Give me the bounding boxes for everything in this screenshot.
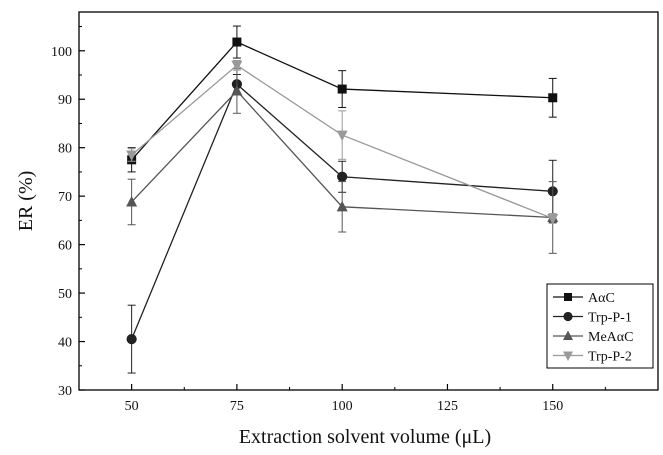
y-tick-label: 60 [58, 239, 72, 254]
y-axis: 30 40 50 60 70 80 90 100 [51, 26, 85, 399]
series-group [126, 68, 559, 254]
x-axis-title: Extraction solvent volume (μL) [239, 426, 491, 448]
data-point [232, 37, 242, 47]
data-point [126, 195, 138, 207]
data-point [547, 213, 559, 225]
series-line [131, 64, 553, 220]
x-tick-label: 150 [542, 399, 563, 414]
legend-marker [563, 351, 573, 361]
legend: AαC Trp-P-1 MeAαC Trp-P-2 [546, 283, 654, 369]
series-line [131, 83, 553, 340]
data-point [231, 84, 243, 96]
series-group [126, 59, 559, 225]
series-layer [126, 25, 559, 374]
data-point [548, 93, 558, 103]
y-axis-title: ER (%) [15, 171, 37, 232]
y-tick-label: 40 [58, 336, 72, 351]
x-tick-label: 125 [437, 399, 458, 414]
y-tick-label: 80 [58, 142, 72, 157]
legend-marker [563, 311, 573, 322]
x-tick-label: 50 [125, 399, 139, 414]
legend-label: Trp-P-2 [588, 350, 632, 365]
y-tick-label: 100 [51, 45, 72, 60]
legend-marker [563, 330, 573, 340]
x-axis: 50 75 100 125 150 [125, 384, 606, 414]
y-tick-label: 70 [58, 190, 72, 205]
legend-label: MeAαC [588, 330, 633, 345]
data-point [231, 60, 243, 72]
data-point [336, 200, 348, 212]
x-tick-label: 100 [332, 399, 353, 414]
data-point [337, 84, 347, 94]
data-point [126, 150, 138, 161]
y-tick-label: 30 [58, 384, 72, 399]
x-tick-label: 75 [230, 399, 244, 414]
y-tick-label: 50 [58, 287, 72, 302]
plot-frame [78, 11, 659, 391]
series-line [131, 41, 553, 161]
data-point [336, 130, 348, 142]
data-point [126, 334, 137, 345]
series-line [131, 90, 553, 219]
legend-label: AαC [588, 291, 615, 306]
legend-label: Trp-P-1 [588, 311, 632, 326]
legend-marker [564, 293, 572, 301]
data-point [337, 171, 348, 182]
y-tick-label: 90 [58, 93, 72, 108]
